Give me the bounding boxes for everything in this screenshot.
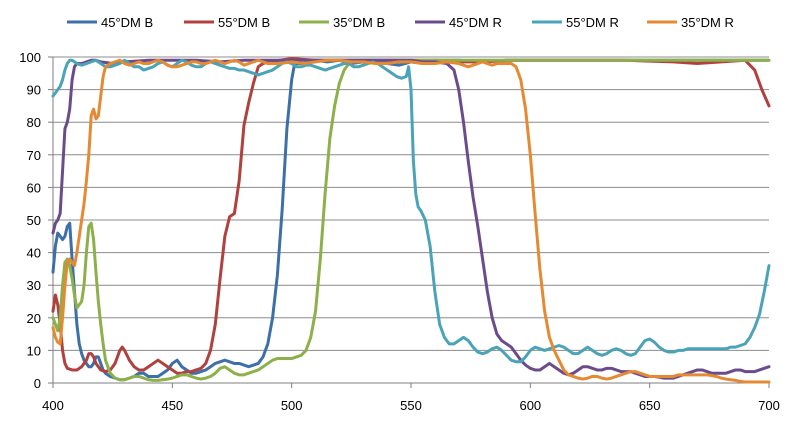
x-tick-label: 700	[758, 398, 780, 413]
x-tick-label: 600	[519, 398, 541, 413]
y-tick-label: 70	[27, 148, 41, 163]
series-line-3	[51, 58, 771, 382]
y-tick-label: 60	[27, 180, 41, 195]
legend: 45°DM B 55°DM B 35°DM B 45°DM R 55°DM R 35°DM…	[67, 15, 734, 30]
legend-label: 55°DM B	[218, 15, 270, 30]
legend-label: 45°DM R	[449, 15, 502, 30]
y-tick-label: 20	[27, 311, 41, 326]
x-tick-label: 450	[161, 398, 183, 413]
y-tick-label: 10	[27, 343, 41, 358]
y-tick-label: 50	[27, 213, 41, 228]
series-line-6	[51, 58, 771, 384]
legend-label: 35°DM R	[681, 15, 734, 30]
x-tick-label: 400	[42, 398, 64, 413]
y-tick-label: 90	[27, 83, 41, 98]
y-tick-label: 100	[19, 50, 41, 65]
y-tick-label: 40	[27, 246, 41, 261]
legend-label: 55°DM R	[566, 15, 619, 30]
x-tick-label: 650	[639, 398, 661, 413]
x-tick-label: 500	[281, 398, 303, 413]
y-tick-label: 80	[27, 115, 41, 130]
series-lines	[51, 57, 771, 384]
series-line-5	[51, 58, 771, 364]
x-tick-label: 550	[400, 398, 422, 413]
legend-label: 45°DM B	[101, 15, 153, 30]
legend-label: 35°DM B	[333, 15, 385, 30]
y-tick-label: 0	[34, 376, 41, 391]
axes: 0 10 20 30 40 50 60 70 80 90 100 400 450 500 550 600 650…	[19, 50, 780, 413]
y-tick-label: 30	[27, 278, 41, 293]
